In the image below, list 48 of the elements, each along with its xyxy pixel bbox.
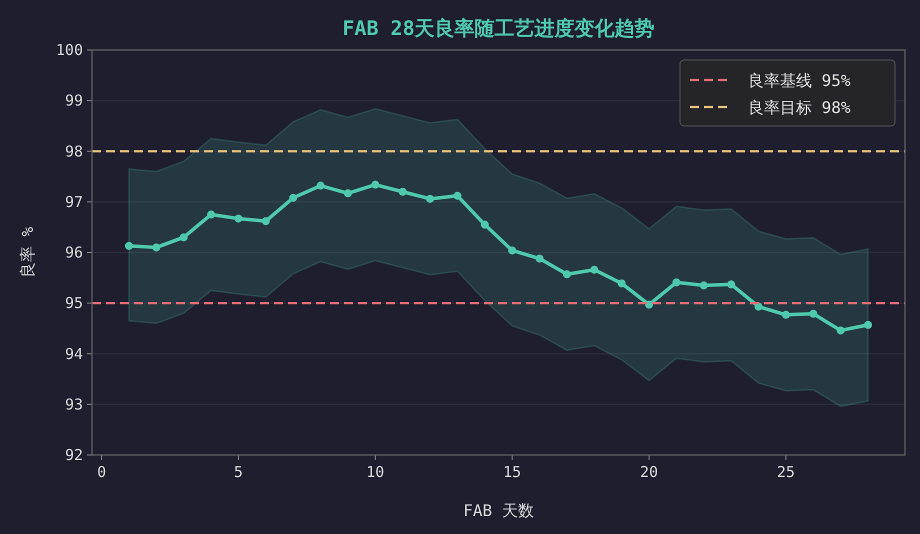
point: [508, 246, 516, 254]
point: [234, 214, 242, 223]
y-tick-label: 96: [64, 244, 83, 262]
point: [727, 280, 736, 288]
y-tick-label: 98: [64, 142, 83, 160]
x-tick-label: 15: [503, 463, 522, 481]
point: [809, 310, 818, 318]
x-tick-label: 20: [640, 463, 658, 481]
y-axis-title: 良率 %: [18, 226, 37, 278]
x-tick-label: 5: [234, 463, 243, 481]
point: [782, 310, 790, 319]
point: [645, 300, 654, 309]
y-tick-label: 100: [56, 41, 83, 59]
point: [453, 192, 462, 200]
point: [480, 220, 489, 229]
point: [207, 210, 216, 219]
legend-label: 良率目标 98%: [748, 98, 851, 117]
point: [536, 254, 544, 263]
x-tick-label: 0: [97, 463, 106, 481]
point: [344, 189, 352, 198]
x-tick-label: 25: [776, 463, 795, 481]
y-tick-label: 95: [64, 294, 83, 312]
point: [672, 278, 680, 286]
point: [152, 243, 160, 252]
y-tick-label: 97: [64, 192, 83, 211]
point: [289, 194, 298, 202]
point: [590, 266, 598, 274]
point: [398, 188, 407, 196]
x-axis-title: FAB 天数: [463, 501, 534, 520]
point: [864, 320, 872, 329]
point: [262, 217, 270, 226]
y-tick-label: 99: [64, 92, 83, 110]
point: [316, 182, 325, 190]
y-tick-label: 94: [64, 344, 83, 363]
point: [618, 279, 626, 288]
point: [371, 180, 380, 189]
point: [124, 242, 133, 250]
x-tick-label: 10: [366, 463, 384, 481]
point: [700, 281, 708, 290]
y-tick-label: 93: [64, 395, 83, 414]
chart-title: FAB 28天良率随工艺进度变化趋势: [342, 16, 655, 40]
point: [562, 270, 571, 278]
legend-label: 良率基线 95%: [748, 71, 851, 90]
point: [180, 233, 188, 242]
y-tick-label: 92: [64, 446, 83, 464]
point: [426, 194, 434, 203]
point: [836, 326, 845, 334]
point: [754, 302, 763, 311]
